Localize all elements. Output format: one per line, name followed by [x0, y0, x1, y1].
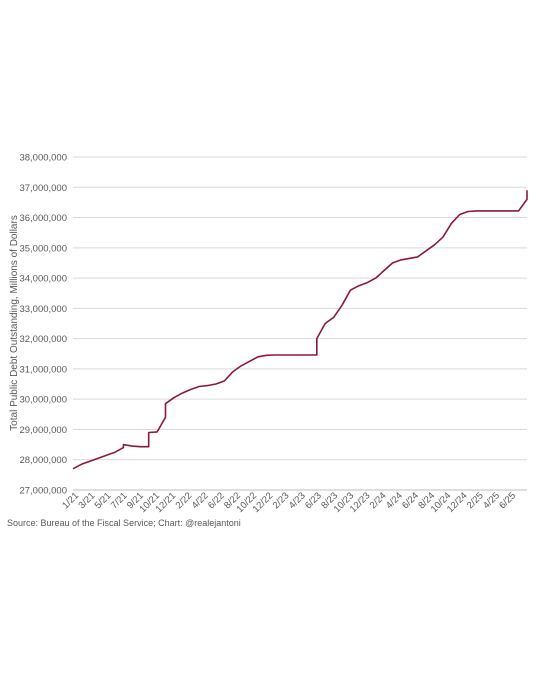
- source-note: Source: Bureau of the Fiscal Service; Ch…: [7, 518, 241, 528]
- y-tick-label: 27,000,000: [19, 486, 67, 497]
- y-tick-label: 32,000,000: [19, 334, 67, 345]
- y-tick-label: 38,000,000: [19, 153, 67, 164]
- y-axis-ticks: 27,000,000 28,000,000 29,000,000 30,000,000…: [19, 153, 67, 497]
- x-axis-ticks: 1/213/215/217/219/2110/2112/212/224/226/…: [60, 490, 518, 515]
- y-tick-label: 36,000,000: [19, 213, 67, 224]
- y-tick-label: 28,000,000: [19, 455, 67, 466]
- y-tick-label: 29,000,000: [19, 425, 67, 436]
- y-tick-label: 33,000,000: [19, 304, 67, 315]
- x-tick-label: 6/25: [497, 490, 518, 511]
- y-tick-label: 34,000,000: [19, 274, 67, 285]
- y-tick-label: 31,000,000: [19, 364, 67, 375]
- debt-series-line: [72, 190, 528, 470]
- y-tick-label: 30,000,000: [19, 395, 67, 406]
- y-axis-label: Total Public Debt Outstanding, Millions …: [9, 215, 20, 431]
- y-tick-label: 35,000,000: [19, 243, 67, 254]
- y-tick-label: 37,000,000: [19, 183, 67, 194]
- gridlines: [73, 156, 527, 491]
